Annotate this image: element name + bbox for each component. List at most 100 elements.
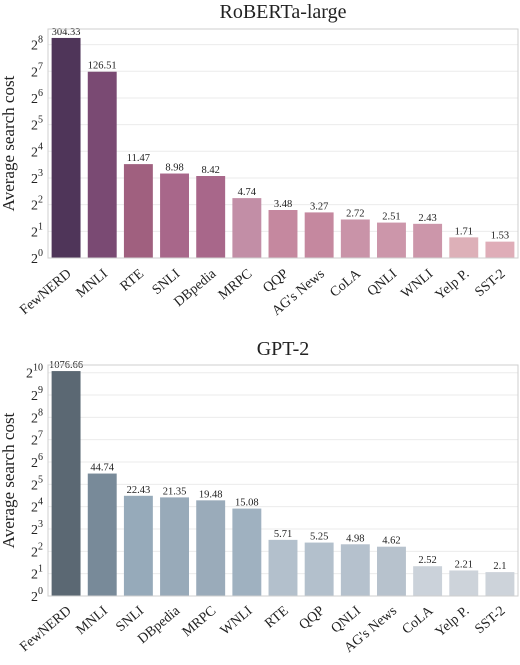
category-label: QQP [297,603,328,633]
chart-title: RoBERTa-large [219,1,346,23]
y-tick-label: 25 [31,474,43,493]
value-label: 2.1 [493,561,506,572]
bar-mrpc [196,500,226,596]
bar-rte [268,539,298,596]
category-label: CoLA [400,603,437,638]
y-tick-label: 27 [31,430,43,449]
category-label: RTE [118,267,147,295]
y-tick-label: 22 [31,541,43,560]
y-tick-label: 27 [31,61,43,80]
y-tick-label: 21 [31,564,43,583]
value-label: 22.43 [127,485,151,496]
y-tick-base: 2 [31,39,38,54]
y-tick-base: 2 [31,145,38,160]
bar-fewnerd [51,37,81,259]
y-axis-label: Average search cost [0,412,18,548]
value-label: 2.52 [418,555,436,566]
category-label: RTE [262,604,291,632]
bar-sst-2 [485,572,515,596]
category-label: SST-2 [472,604,508,638]
y-tick-base: 2 [31,252,38,267]
y-tick-base: 2 [31,434,38,449]
y-tick-label: 20 [31,248,43,267]
y-tick-label: 20 [31,586,43,605]
value-label: 8.42 [202,165,220,176]
y-tick-exponent: 1 [38,221,43,232]
y-tick-exponent: 6 [38,452,43,463]
bar-snli [123,495,153,596]
category-label: WNLI [218,603,256,638]
category-label: WNLI [399,266,437,301]
y-tick-base: 2 [31,411,38,426]
y-tick-base: 2 [31,389,38,404]
y-tick-label: 28 [31,35,43,54]
bar-sst-2 [485,241,515,258]
y-tick-base: 2 [31,92,38,107]
bar-qqp [268,210,298,258]
value-label: 21.35 [163,486,187,497]
value-label: 2.43 [418,213,436,224]
y-tick-base: 2 [31,568,38,583]
y-tick-base: 2 [31,119,38,134]
y-tick-exponent: 2 [38,195,43,206]
bar-qqp [304,542,334,596]
category-label: SST-2 [472,267,508,301]
category-label: Yelp P. [433,604,473,641]
y-tick-exponent: 6 [38,88,43,99]
bar-cola [340,219,370,258]
value-label: 5.71 [274,529,292,540]
bar-fewnerd [51,371,81,596]
y-tick-base: 2 [31,501,38,516]
bar-dbpedia [196,176,226,258]
category-label: MRPC [180,604,219,641]
bar-yelp-p [449,237,479,258]
y-tick-exponent: 10 [33,363,43,374]
y-tick-base: 2 [31,523,38,538]
bar-wnli [413,223,443,258]
y-tick-base: 2 [31,456,38,471]
category-label: DBpedia [135,603,183,647]
y-tick-label: 28 [31,407,43,426]
y-tick-label: 26 [31,452,43,471]
value-label: 1.71 [455,226,473,237]
value-label: 126.51 [88,61,117,72]
y-tick-label: 23 [31,168,43,187]
category-label: FewNERD [17,267,74,318]
chart-title: GPT-2 [257,338,310,360]
value-label: 2.72 [346,208,364,219]
value-label: 19.48 [199,489,223,500]
value-label: 44.74 [90,463,114,474]
value-label: 4.98 [346,533,364,544]
value-label: 15.08 [235,498,259,509]
category-label: MRPC [216,267,255,304]
value-label: 2.51 [382,212,400,223]
bar-dbpedia [160,497,189,596]
y-tick-base: 2 [31,172,38,187]
y-tick-exponent: 2 [38,541,43,552]
y-tick-exponent: 0 [38,586,43,597]
y-tick-exponent: 7 [38,61,43,72]
bar-mnli [87,71,117,258]
y-tick-label: 29 [31,385,43,404]
value-label: 304.33 [52,27,81,38]
plot-frame [47,28,519,259]
category-label: FewNERD [17,604,74,655]
y-tick-base: 2 [26,367,33,382]
value-label: 1.53 [491,231,509,242]
bar-qnli [377,222,406,258]
value-label: 4.74 [238,187,257,198]
value-label: 8.98 [165,163,183,174]
category-label: DBpedia [171,266,219,310]
y-tick-label: 25 [31,115,43,134]
y-axis-label: Average search cost [0,75,18,211]
y-tick-exponent: 5 [38,474,43,485]
value-label: 4.62 [382,536,400,547]
value-label: 11.47 [127,153,150,164]
y-tick-exponent: 8 [38,35,43,46]
y-tick-label: 24 [31,141,43,160]
bar-rte [123,164,153,258]
y-tick-base: 2 [31,545,38,560]
